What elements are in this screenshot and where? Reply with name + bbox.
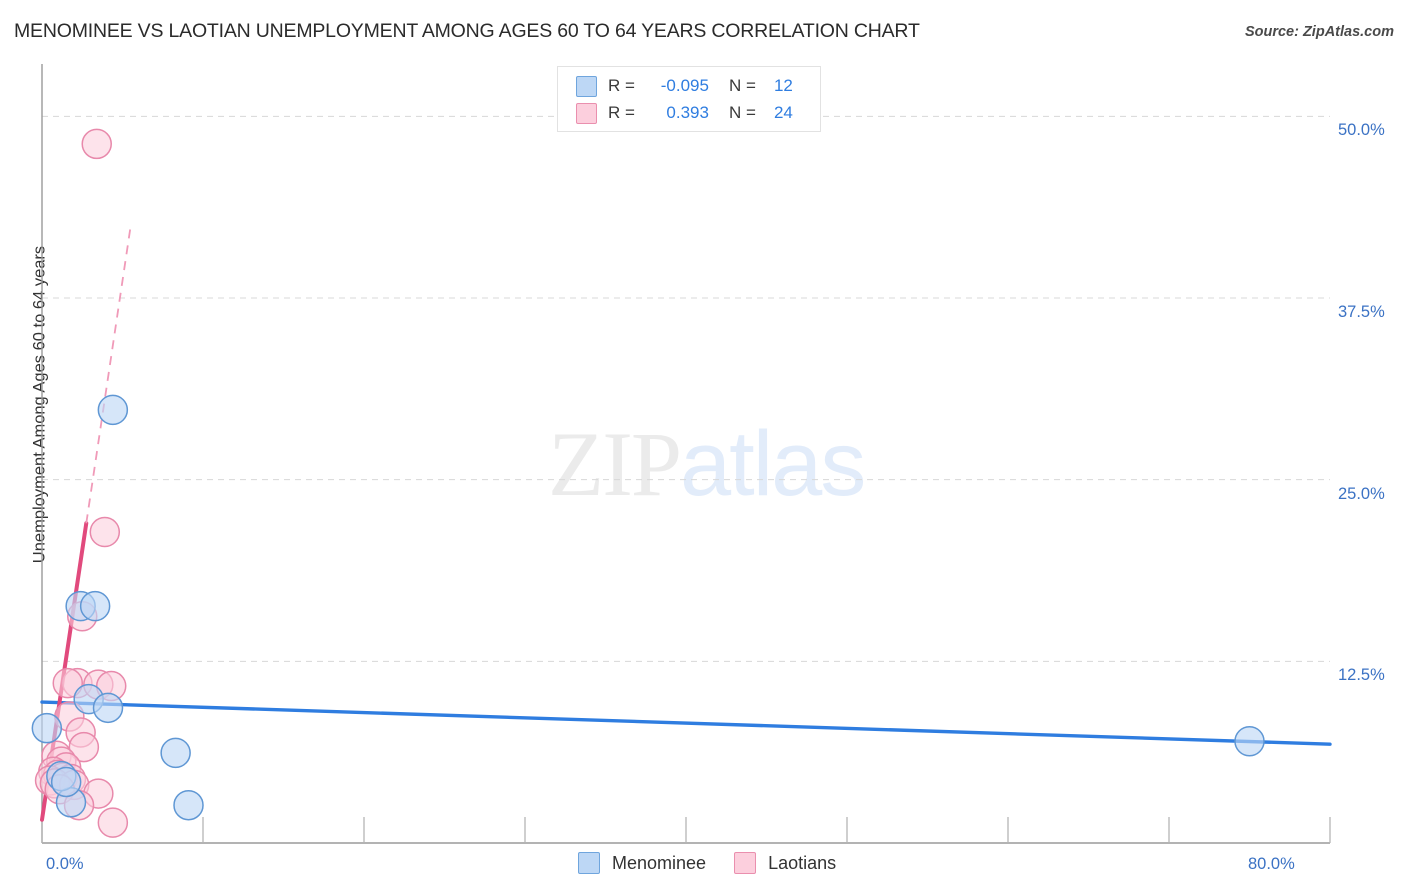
- y-tick-label: 37.5%: [1338, 302, 1385, 321]
- stats-swatch-laotians: [576, 102, 597, 124]
- stats-row-laotians: R = 0.393 N = 24: [576, 100, 793, 126]
- stats-r-label-menominee: R =: [608, 76, 635, 95]
- stats-n-label-laotians: N =: [728, 103, 756, 122]
- data-points-menominee: [31, 394, 1265, 821]
- y-tick-label: 12.5%: [1338, 666, 1385, 685]
- legend-swatch-laotians: [734, 852, 757, 874]
- stats-row-menominee: R = -0.095 N = 12: [576, 73, 793, 99]
- stats-n-value-menominee: 12: [773, 76, 793, 95]
- axis-lines: [41, 64, 1330, 844]
- stats-swatch-menominee: [576, 75, 597, 97]
- series-legend: Menominee Laotians: [578, 852, 864, 874]
- zipatlas-watermark: ZIPatlas: [548, 411, 866, 517]
- legend-label-menominee: Menominee: [612, 852, 707, 873]
- x-tick-label: 0.0%: [46, 855, 84, 873]
- source-attribution: Source: ZipAtlas.com: [1244, 24, 1394, 40]
- x-tick-marks: [41, 817, 1331, 843]
- watermark-atlas: atlas: [680, 413, 866, 515]
- legend-swatch-menominee: [578, 852, 600, 874]
- trend-lines: [40, 226, 1332, 822]
- stats-r-label-laotians: R =: [608, 103, 635, 122]
- correlation-stats-box: R = -0.095 N = 12 R = 0.393 N = 24: [557, 66, 821, 132]
- watermark-zip: ZIP: [548, 413, 682, 515]
- y-tick-label: 25.0%: [1338, 484, 1385, 503]
- legend-item-laotians[interactable]: Laotians: [734, 852, 836, 874]
- x-tick-label: 80.0%: [1248, 855, 1295, 873]
- y-tick-label: 50.0%: [1338, 121, 1385, 140]
- legend-item-menominee[interactable]: Menominee: [578, 852, 706, 874]
- stats-n-value-laotians: 24: [773, 103, 793, 122]
- page-title: MENOMINEE VS LAOTIAN UNEMPLOYMENT AMONG …: [14, 20, 920, 42]
- gridlines: [42, 115, 1330, 662]
- stats-r-value-menominee: -0.095: [660, 76, 709, 95]
- stats-r-value-laotians: 0.393: [666, 103, 709, 122]
- legend-label-laotians: Laotians: [768, 852, 837, 873]
- stats-n-label-menominee: N =: [728, 76, 756, 95]
